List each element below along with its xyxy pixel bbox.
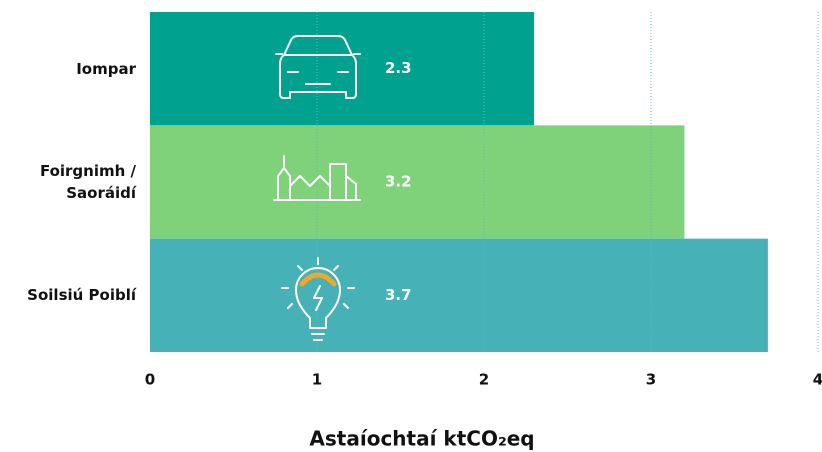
value-label: 3.7 — [385, 286, 412, 304]
car-icon — [275, 35, 361, 99]
value-label: 3.2 — [385, 173, 412, 191]
bulb-icon — [281, 257, 355, 341]
x-tick-label: 2 — [479, 371, 489, 389]
x-tick-label: 4 — [813, 371, 822, 389]
x-tick-label: 3 — [646, 371, 656, 389]
bar — [150, 238, 768, 352]
category-label: Foirgnimh / Saoráidí — [39, 162, 136, 202]
bar — [150, 125, 685, 239]
category-label: Iompar — [76, 59, 136, 78]
x-tick-label: 0 — [145, 371, 155, 389]
category-label: Soilsiú Poiblí — [27, 286, 136, 305]
bar — [150, 12, 535, 126]
x-tick-label: 1 — [312, 371, 322, 389]
bars — [150, 12, 768, 352]
labels: 2.3 3.2 3.7 0 1 2 3 4 — [145, 59, 822, 388]
buildings-icon — [273, 155, 361, 201]
x-axis-label: Astaíochtaí ktCO₂eq — [309, 427, 534, 451]
value-label: 2.3 — [385, 59, 412, 77]
